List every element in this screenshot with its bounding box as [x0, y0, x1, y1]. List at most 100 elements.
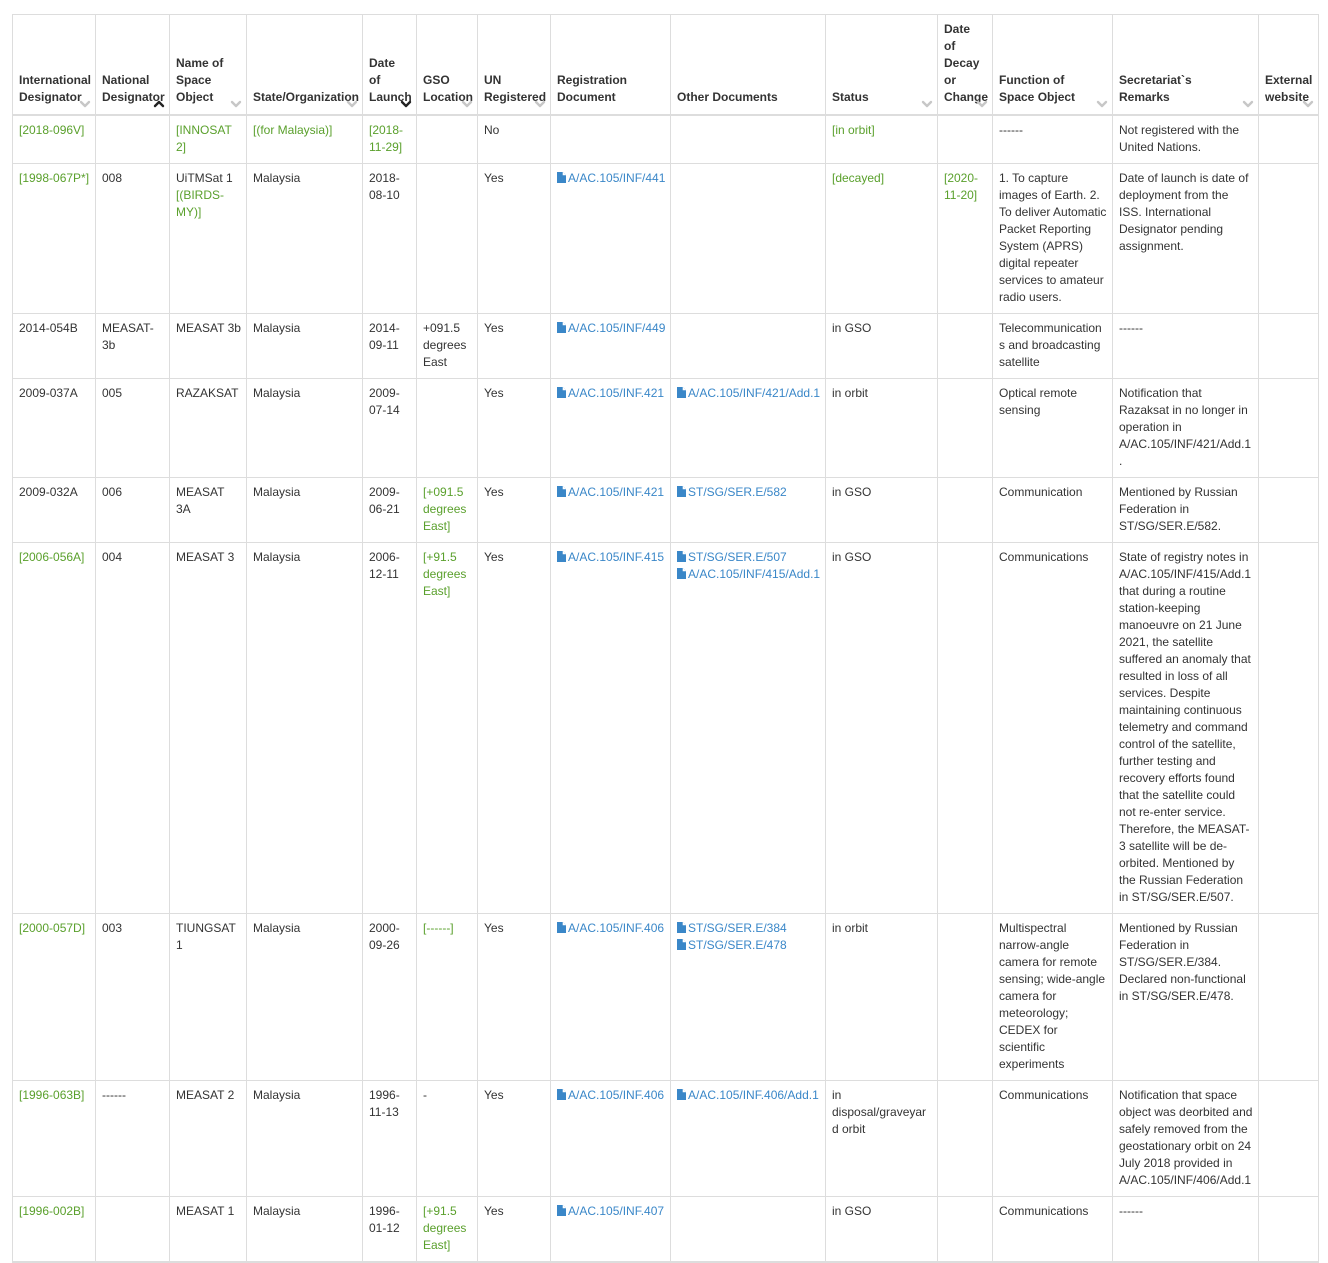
- registration-document-link[interactable]: A/AC.105/INF/449: [557, 320, 665, 337]
- cell-text: UiTMSat 1: [176, 171, 233, 185]
- cell-remarks: ------: [1112, 1196, 1259, 1263]
- cell-decay: [937, 378, 993, 478]
- sort-chevron-down-icon[interactable]: [346, 100, 358, 108]
- document-icon: [677, 386, 686, 398]
- table-row: 2014-054B MEASAT-3b MEASAT 3b Malaysia 2014-…: [12, 313, 1319, 379]
- cell-text: 2009-07-14: [369, 386, 400, 417]
- other-document-link[interactable]: ST/SG/SER.E/507: [677, 549, 820, 566]
- cell-regdoc: A/AC.105/INF.406: [550, 913, 671, 1081]
- other-document-link[interactable]: ST/SG/SER.E/582: [677, 484, 820, 501]
- cell-text: 2006-12-11: [369, 550, 400, 581]
- cell-text: [INNOSAT 2]: [176, 123, 232, 154]
- column-header-gso[interactable]: GSO Location: [416, 14, 478, 116]
- sort-chevron-down-icon[interactable]: [1242, 100, 1254, 108]
- column-header-remarks[interactable]: Secretariat`s Remarks: [1112, 14, 1259, 116]
- document-icon: [557, 1088, 566, 1100]
- sort-chevron-down-icon[interactable]: [1096, 100, 1108, 108]
- column-header-website[interactable]: External website: [1258, 14, 1319, 116]
- sort-chevron-down-icon[interactable]: [461, 100, 473, 108]
- column-header-label: External website: [1265, 73, 1313, 104]
- cell-natl: 003: [95, 913, 170, 1081]
- cell-text: Telecommunications and broadcasting sate…: [999, 321, 1102, 369]
- cell-otherdoc: A/AC.105/INF/421/Add.1: [670, 378, 826, 478]
- registration-document-link[interactable]: A/AC.105/INF.407: [557, 1203, 665, 1220]
- cell-intl: 2014-054B: [12, 313, 96, 379]
- registration-document-link[interactable]: A/AC.105/INF.415: [557, 549, 665, 566]
- cell-text: 004: [102, 550, 123, 564]
- registration-document-link[interactable]: A/AC.105/INF/441: [557, 170, 665, 187]
- cell-text: ------: [1119, 321, 1143, 335]
- cell-text: [+91.5 degrees East]: [423, 1204, 467, 1252]
- document-icon: [677, 567, 686, 579]
- sort-chevron-down-icon[interactable]: [976, 100, 988, 108]
- cell-remarks: Mentioned by Russian Federation in ST/SG…: [1112, 913, 1259, 1081]
- cell-text: ------: [1119, 1204, 1143, 1218]
- cell-state: Malaysia: [246, 1080, 363, 1197]
- cell-intl: [2018-096V]: [12, 115, 96, 164]
- cell-text: MEASAT 2: [176, 1088, 235, 1102]
- cell-intl: [1998-067P*]: [12, 163, 96, 314]
- cell-decay: [937, 477, 993, 543]
- cell-text: 2009-037A: [19, 386, 78, 400]
- column-header-natl[interactable]: National Designator: [95, 14, 170, 116]
- other-document-link[interactable]: A/AC.105/INF/415/Add.1: [677, 566, 820, 583]
- sort-chevron-down-icon[interactable]: [921, 100, 933, 108]
- cell-regdoc: A/AC.105/INF.407: [550, 1196, 671, 1263]
- cell-function: Multispectral narrow-angle camera for re…: [992, 913, 1113, 1081]
- cell-text: Yes: [484, 386, 504, 400]
- other-document-link[interactable]: ST/SG/SER.E/478: [677, 937, 820, 954]
- cell-text: -: [423, 1088, 427, 1102]
- cell-website: [1258, 115, 1319, 164]
- cell-text: Multispectral narrow-angle camera for re…: [999, 921, 1106, 1071]
- cell-text: Not registered with the United Nations.: [1119, 123, 1240, 154]
- cell-otherdoc: [670, 313, 826, 379]
- document-link-text: A/AC.105/INF.406: [568, 921, 665, 935]
- registration-document-link[interactable]: A/AC.105/INF.421: [557, 484, 665, 501]
- cell-text: Yes: [484, 921, 504, 935]
- cell-text: [------]: [423, 921, 454, 935]
- sort-chevron-down-icon[interactable]: [534, 100, 546, 108]
- cell-text: 2014-054B: [19, 321, 78, 335]
- column-header-launch[interactable]: Date of Launch: [362, 14, 417, 116]
- cell-text: in GSO: [832, 550, 872, 564]
- registration-document-link[interactable]: A/AC.105/INF.421: [557, 385, 665, 402]
- cell-text: Date of launch is date of deployment fro…: [1119, 171, 1249, 253]
- registration-document-link[interactable]: A/AC.105/INF.406: [557, 920, 665, 937]
- other-document-link[interactable]: ST/SG/SER.E/384: [677, 920, 820, 937]
- column-header-un[interactable]: UN Registered: [477, 14, 551, 116]
- column-header-name[interactable]: Name of Space Object: [169, 14, 247, 116]
- sort-chevron-down-icon[interactable]: [1302, 100, 1314, 108]
- cell-text: Yes: [484, 485, 504, 499]
- cell-un: Yes: [477, 1196, 551, 1263]
- cell-text: MEASAT 3: [176, 550, 235, 564]
- other-document-link[interactable]: A/AC.105/INF/421/Add.1: [677, 385, 820, 402]
- column-header-state[interactable]: State/Organization: [246, 14, 363, 116]
- sort-descending-icon[interactable]: [400, 100, 412, 108]
- cell-launch: 2006-12-11: [362, 542, 417, 914]
- column-header-decay[interactable]: Date of Decay or Change: [937, 14, 993, 116]
- cell-un: Yes: [477, 378, 551, 478]
- cell-function: ------: [992, 115, 1113, 164]
- cell-remarks: Notification that space object was deorb…: [1112, 1080, 1259, 1197]
- registration-document-link[interactable]: A/AC.105/INF.406: [557, 1087, 665, 1104]
- cell-website: [1258, 163, 1319, 314]
- cell-status: in GSO: [825, 1196, 938, 1263]
- sort-ascending-icon[interactable]: [153, 100, 165, 108]
- column-header-intl[interactable]: International Designator: [12, 14, 96, 116]
- sort-chevron-down-icon[interactable]: [230, 100, 242, 108]
- column-header-status[interactable]: Status: [825, 14, 938, 116]
- cell-website: [1258, 477, 1319, 543]
- cell-name: UiTMSat 1 [(BIRDS-MY)]: [169, 163, 247, 314]
- cell-website: [1258, 378, 1319, 478]
- document-icon: [677, 1088, 686, 1100]
- column-header-function[interactable]: Function of Space Object: [992, 14, 1113, 116]
- cell-text: Malaysia: [253, 171, 301, 185]
- other-document-link[interactable]: A/AC.105/INF.406/Add.1: [677, 1087, 820, 1104]
- sort-chevron-down-icon[interactable]: [79, 100, 91, 108]
- cell-decay: [937, 913, 993, 1081]
- cell-un: Yes: [477, 477, 551, 543]
- cell-launch: 1996-01-12: [362, 1196, 417, 1263]
- document-icon: [557, 1204, 566, 1216]
- cell-text: 1996-01-12: [369, 1204, 400, 1235]
- cell-text: No: [484, 123, 500, 137]
